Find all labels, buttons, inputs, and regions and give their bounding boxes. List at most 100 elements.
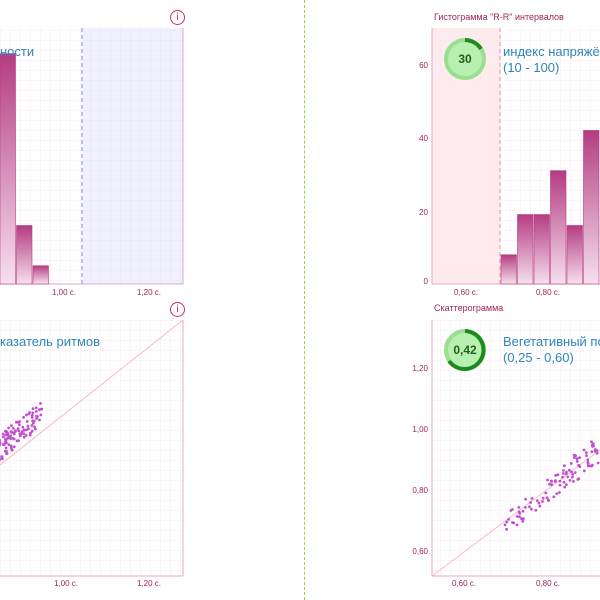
scatter-point xyxy=(39,402,42,405)
scatter-point xyxy=(11,426,15,430)
scatter-point xyxy=(555,492,559,495)
scatter-point xyxy=(30,416,34,419)
info-icon[interactable]: i xyxy=(170,10,185,25)
scatter-point xyxy=(503,523,507,527)
histogram-bar xyxy=(517,214,534,285)
scatter-point xyxy=(0,443,2,447)
y-tick-label: 0,60 xyxy=(412,547,428,556)
scatter-point xyxy=(5,452,9,456)
x-tick-label: 1,20 с. xyxy=(137,579,161,588)
histogram-bar xyxy=(32,265,49,285)
scatter-point xyxy=(546,478,549,482)
scatter-point xyxy=(28,433,32,437)
metric-range: (0,25 - 0,60) xyxy=(503,350,574,365)
x-tick-label: 0,80 с. xyxy=(536,288,560,297)
scatter-point xyxy=(518,512,522,515)
scatter-point xyxy=(575,460,579,463)
panel-title: Скаттерограмма xyxy=(434,303,504,313)
scatter-point xyxy=(12,445,16,449)
scatter-point xyxy=(15,439,19,443)
scatter-point xyxy=(565,470,568,474)
panel-divider xyxy=(304,0,305,600)
scatter-point xyxy=(9,437,13,440)
scatter-point xyxy=(38,418,41,422)
scatter-point xyxy=(32,419,36,423)
scatter-point xyxy=(27,412,31,416)
scatter-point xyxy=(1,443,5,446)
scatter-point xyxy=(528,505,531,509)
scatter-point xyxy=(17,423,21,427)
scatter-point xyxy=(25,428,28,432)
y-tick-label: 0,80 xyxy=(412,486,428,495)
y-tick-label: 60 xyxy=(419,61,428,70)
scatter-point xyxy=(22,432,26,436)
scatter-point xyxy=(31,411,35,415)
scatter-point xyxy=(515,515,519,518)
scatter-point xyxy=(7,443,11,446)
scatter-point xyxy=(590,440,593,444)
scatter-point xyxy=(30,424,34,427)
scatter-point xyxy=(561,472,565,475)
scatter-point xyxy=(562,480,566,484)
scatter-point xyxy=(524,506,527,509)
histogram-bar xyxy=(500,254,517,285)
scatter-point xyxy=(563,485,567,489)
scatter-point xyxy=(9,434,13,438)
scatter-point xyxy=(26,424,30,428)
scatter-point xyxy=(4,446,8,450)
info-icon[interactable]: i xyxy=(170,302,185,317)
scatter-point xyxy=(509,509,513,512)
scatter-point xyxy=(18,420,21,423)
scatter-point xyxy=(33,427,37,431)
bottom-left-scatter: 1,00 с. 1,20 с. xyxy=(0,319,184,588)
scatter-point xyxy=(570,470,573,474)
x-tick-label: 1,00 с. xyxy=(54,579,78,588)
scatter-point xyxy=(7,426,10,430)
scatter-point xyxy=(18,434,22,438)
scatter-point xyxy=(39,413,43,417)
histogram-bar xyxy=(550,170,567,285)
scatter-point xyxy=(507,518,510,521)
scatter-point xyxy=(556,473,560,477)
scatter-point xyxy=(521,519,525,523)
vegetative-gauge: 0,42 xyxy=(443,328,487,372)
scatter-point xyxy=(520,517,523,521)
scatter-point xyxy=(25,420,29,423)
scatter-point xyxy=(21,425,25,429)
scatter-point xyxy=(521,509,525,513)
scatter-point xyxy=(550,480,553,483)
scatter-point xyxy=(1,432,5,436)
scatter-point xyxy=(24,434,28,437)
scatter-point xyxy=(567,468,571,472)
scatter-point xyxy=(582,448,586,452)
histogram-bar xyxy=(533,214,550,285)
scatter-point xyxy=(571,472,575,476)
scatter-point xyxy=(586,462,590,465)
scatter-point xyxy=(586,458,590,462)
scatter-point xyxy=(35,417,39,420)
scatter-point xyxy=(595,449,599,452)
scatter-point xyxy=(25,413,28,417)
scatter-point xyxy=(573,471,577,474)
metric-label: ности xyxy=(0,44,35,59)
scatter-point xyxy=(550,483,553,487)
stress-index-gauge: 30 xyxy=(443,37,487,81)
scatter-point xyxy=(588,464,591,468)
scatter-point xyxy=(565,483,568,486)
scatter-point xyxy=(20,430,24,434)
scatter-point xyxy=(584,451,588,455)
scatter-point xyxy=(12,437,16,441)
scatter-point xyxy=(582,469,586,473)
scatter-point xyxy=(596,461,600,465)
scatter-point xyxy=(577,463,581,467)
gauge-value: 0,42 xyxy=(453,343,477,357)
scatter-point xyxy=(530,497,534,500)
scatter-point xyxy=(572,480,575,483)
scatter-point xyxy=(10,424,13,427)
scatter-point xyxy=(10,448,14,452)
metric-name: индекс напряжён xyxy=(503,44,600,59)
scatter-point xyxy=(548,482,551,486)
scatter-point xyxy=(535,499,539,503)
scatter-point xyxy=(30,429,34,433)
metric-label: индекс напряжён (10 - 100) xyxy=(503,44,600,76)
